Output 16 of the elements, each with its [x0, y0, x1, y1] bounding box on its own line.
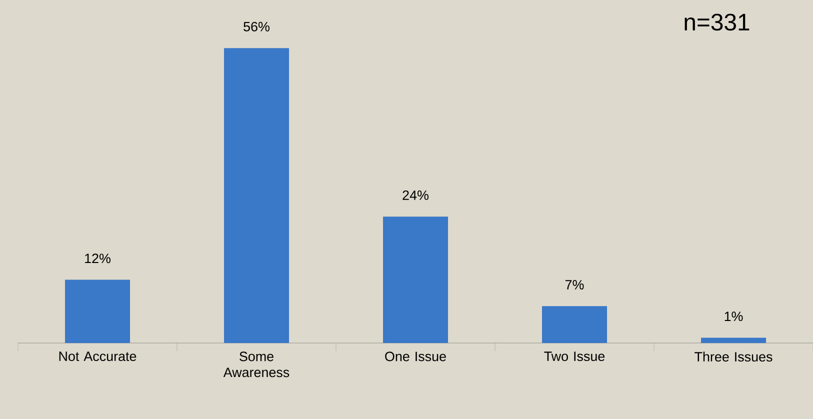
x-tick-label: Not Accurate — [59, 352, 136, 362]
text: n=331 — [684, 14, 750, 31]
x-tick-label: Three Issues — [694, 352, 772, 362]
x-tick-label: Some Awareness — [223, 352, 290, 378]
bar — [65, 280, 130, 343]
bar — [542, 306, 608, 343]
data-label: 24% — [402, 190, 428, 200]
x-tick-label: One Issue — [385, 352, 446, 362]
bar — [224, 48, 290, 343]
x-tick-label: Two Issue — [544, 352, 605, 362]
data-label: 56% — [244, 22, 270, 32]
bar — [701, 338, 766, 343]
data-label: 7% — [565, 280, 584, 290]
data-label: 1% — [724, 312, 743, 322]
data-label: 12% — [85, 254, 110, 264]
bar — [383, 216, 448, 343]
